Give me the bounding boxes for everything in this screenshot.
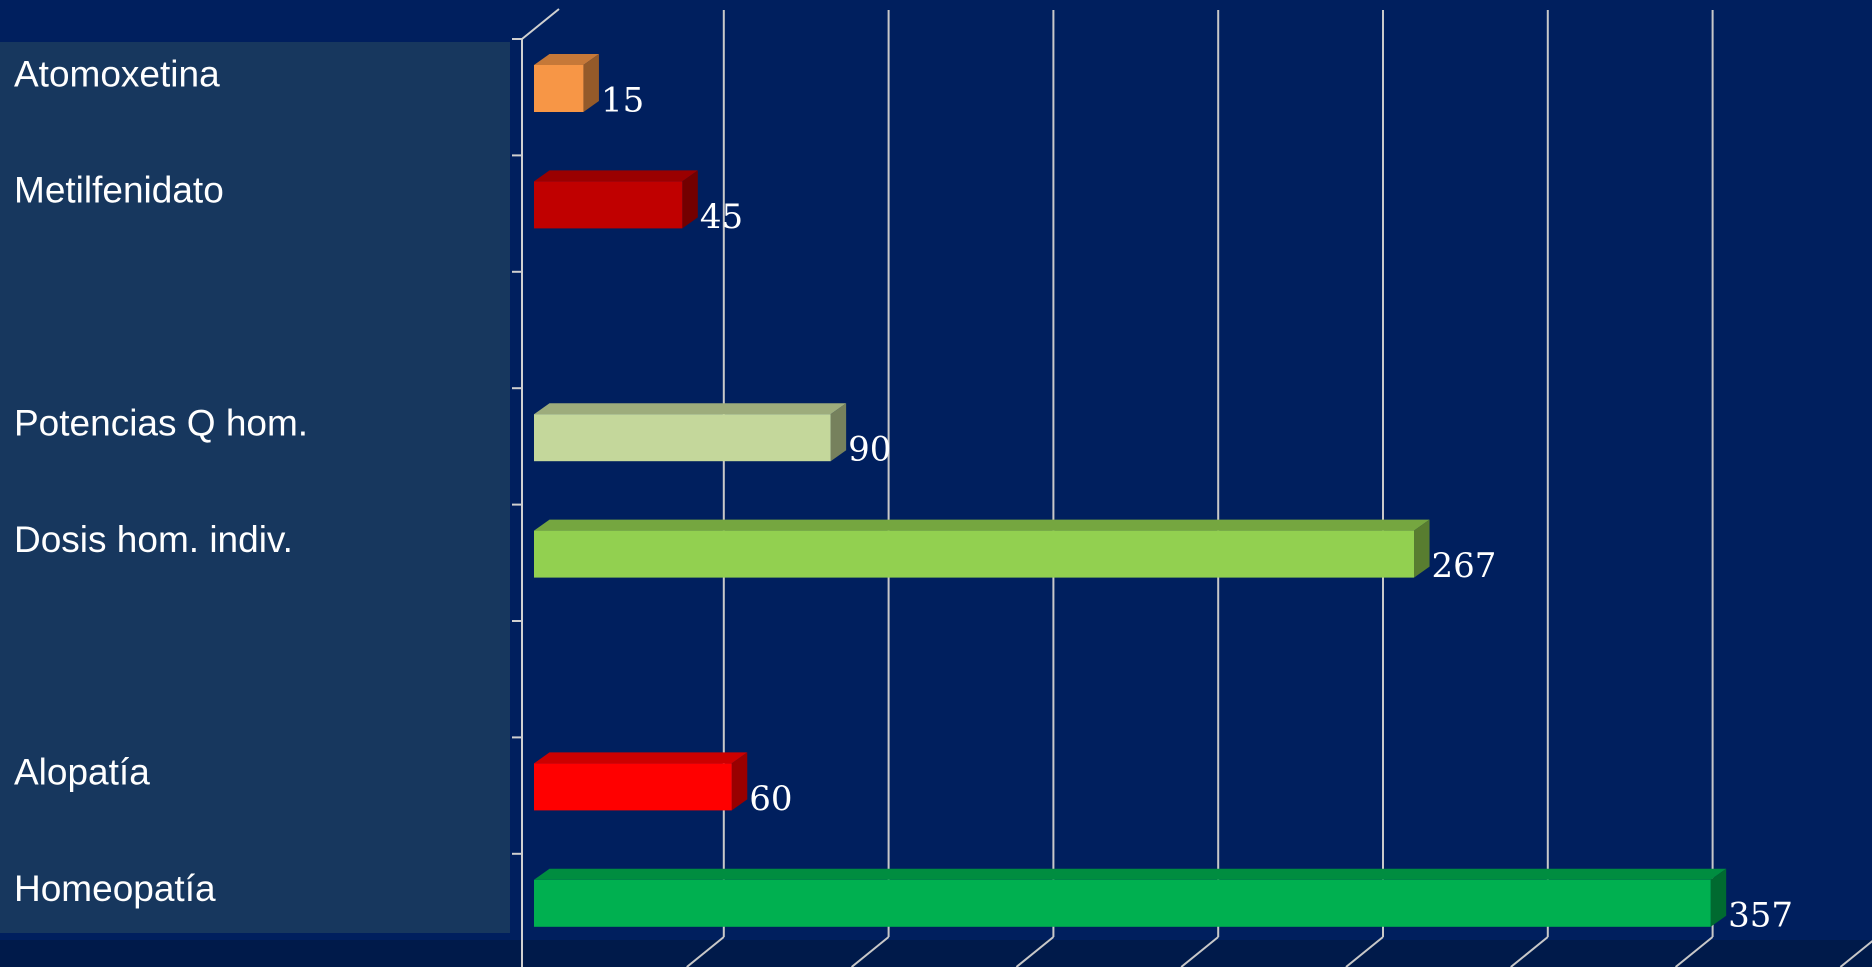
- category-label: Atomoxetina: [14, 53, 220, 94]
- category-label: Potencias Q hom.: [14, 402, 308, 443]
- category-label: Alopatía: [14, 752, 150, 793]
- bar: [534, 403, 847, 462]
- grid-line: [1180, 936, 1219, 967]
- bar-front: [534, 530, 1415, 578]
- bar-side: [830, 403, 847, 462]
- bar-side: [682, 170, 698, 229]
- grid-line: [1674, 936, 1714, 967]
- value-label: 45: [700, 197, 743, 237]
- bar: [534, 170, 698, 229]
- bar-front: [534, 879, 1711, 927]
- bar: [534, 868, 1727, 927]
- value-label: 15: [601, 81, 644, 121]
- value-label: 90: [848, 430, 891, 470]
- grid-line: [1839, 940, 1872, 967]
- bar-side: [583, 54, 599, 112]
- bar-top: [534, 519, 1430, 531]
- bar-top: [534, 54, 599, 65]
- bar-front: [534, 181, 683, 229]
- bar-top: [534, 170, 698, 182]
- bar-top: [534, 403, 847, 415]
- bar: [534, 519, 1430, 578]
- category-label: Metilfenidato: [14, 170, 224, 211]
- bar-top: [534, 752, 748, 764]
- bar-front: [534, 414, 831, 462]
- value-label: 60: [749, 779, 792, 819]
- axis-line: [521, 8, 560, 40]
- grid-line: [1345, 936, 1384, 967]
- bar-side: [731, 752, 748, 811]
- grid-line: [686, 936, 725, 967]
- bar-side: [1414, 519, 1430, 578]
- bar-top: [534, 868, 1727, 880]
- bar-front: [534, 763, 732, 811]
- label-panel: [0, 42, 510, 933]
- bar-side: [1710, 868, 1727, 927]
- bar: [534, 54, 599, 112]
- value-label: 357: [1728, 895, 1793, 935]
- grid-line: [1015, 936, 1055, 967]
- grid-line: [1510, 936, 1549, 967]
- bar: [534, 752, 748, 811]
- bar-front: [534, 65, 584, 112]
- floor-strip: [0, 940, 1872, 967]
- grid-line: [850, 936, 890, 967]
- category-label: Homeopatía: [14, 868, 216, 909]
- category-label: Dosis hom. indiv.: [14, 519, 293, 560]
- value-label: 267: [1432, 546, 1497, 586]
